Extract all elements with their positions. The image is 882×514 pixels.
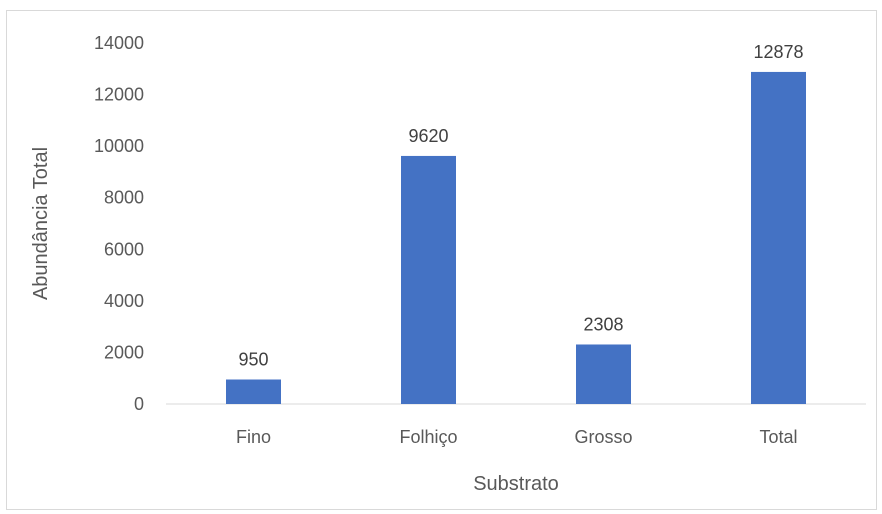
x-tick-label: Folhiço [399,427,457,447]
y-tick-label: 6000 [104,239,144,259]
data-label: 950 [238,350,268,370]
bar [576,344,631,404]
y-tick-label: 10000 [94,136,144,156]
bar [226,379,281,404]
bar [401,155,456,404]
y-tick-label: 4000 [104,291,144,311]
bars [226,71,806,404]
x-axis-ticks: Fino Folhiço Grosso Total [236,427,798,447]
x-tick-label: Grosso [574,427,632,447]
y-tick-label: 0 [134,394,144,414]
y-tick-label: 8000 [104,188,144,208]
x-tick-label: Fino [236,427,271,447]
y-axis-title: Abundância Total [30,147,52,300]
y-tick-label: 14000 [94,33,144,53]
data-label: 2308 [583,314,623,334]
y-tick-label: 2000 [104,342,144,362]
data-labels: 950 9620 2308 12878 [238,42,803,370]
x-tick-label: Total [759,427,797,447]
data-label: 12878 [753,42,803,62]
x-axis-title: Substrato [473,473,559,495]
y-tick-label: 12000 [94,85,144,105]
bar [751,71,806,404]
y-axis-ticks: 0 2000 4000 6000 8000 10000 12000 14000 [94,33,144,414]
data-label: 9620 [408,126,448,146]
